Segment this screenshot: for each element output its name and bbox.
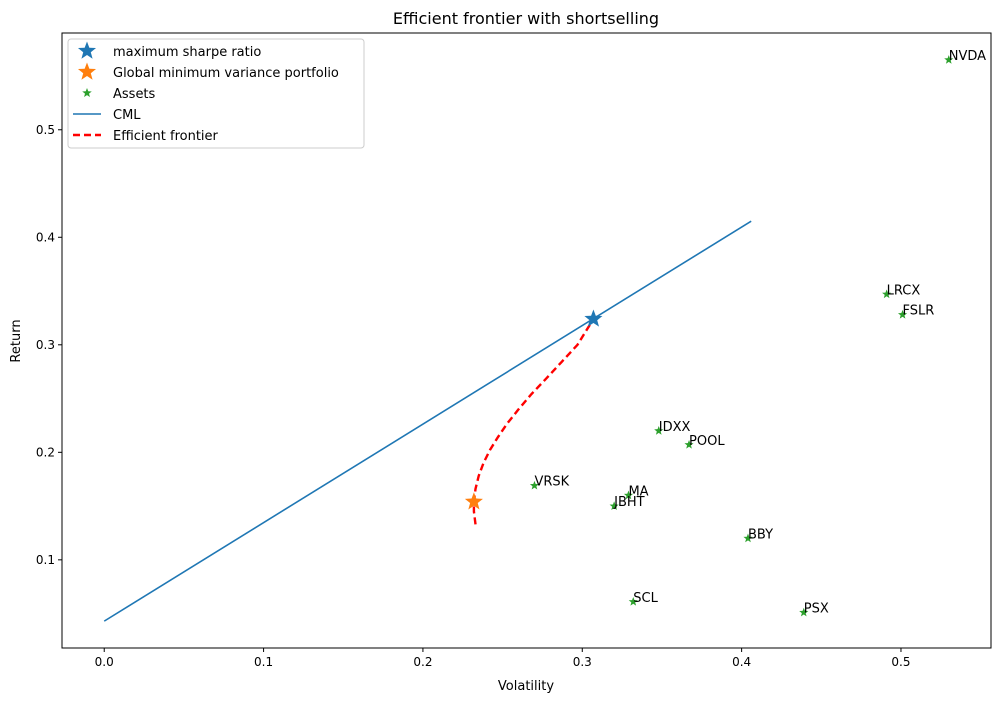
max-sharpe-star-marker: [584, 309, 603, 327]
asset-label-nvda: NVDA: [949, 49, 986, 64]
y-tick-label: 0.3: [36, 338, 55, 352]
gmv-star-marker: [464, 492, 483, 510]
asset-point-ma: [623, 490, 634, 500]
x-tick-label: 0.5: [891, 655, 910, 669]
asset-label-fslr: FSLR: [903, 304, 935, 319]
x-axis-label: Volatility: [498, 679, 554, 694]
asset-label-psx: PSX: [804, 602, 829, 617]
asset-label-scl: SCL: [633, 591, 658, 606]
asset-point-scl: [628, 596, 638, 606]
legend-frontier-label: Efficient frontier: [113, 129, 219, 144]
x-tick-label: 0.2: [413, 655, 432, 669]
legend-box: [67, 38, 365, 149]
y-tick-label: 0.4: [36, 230, 55, 244]
asset-point-pool: [684, 439, 694, 449]
x-tick-label: 0.1: [254, 655, 273, 669]
y-axis-label: Return: [9, 319, 24, 362]
legend-max-sharpe-label: maximum sharpe ratio: [113, 45, 261, 60]
y-tick-label: 0.2: [36, 445, 55, 459]
asset-point-jbht: [609, 501, 619, 510]
y-tick-label: 0.1: [36, 553, 55, 567]
x-tick-label: 0.3: [573, 655, 592, 669]
asset-label-idxx: IDXX: [659, 420, 691, 435]
efficient-frontier-line: [472, 318, 595, 525]
asset-point-fslr: [898, 309, 908, 319]
asset-label-ma: MA: [628, 484, 648, 499]
asset-label-vrsk: VRSK: [534, 475, 569, 490]
plot-frame: [61, 32, 992, 649]
x-axis: 0.0 0.1 0.2 0.3 0.4 0.5: [95, 648, 911, 669]
asset-point-bby: [743, 533, 753, 543]
legend-gmv-label: Global minimum variance portfolio: [113, 66, 339, 81]
asset-label-jbht: JBHT: [613, 495, 645, 510]
asset-point-psx: [799, 607, 809, 617]
legend-assets-label: Assets: [113, 87, 156, 102]
asset-point-lrcx: [882, 289, 892, 299]
legend-assets-star-icon: [82, 88, 92, 98]
cml-line: [103, 220, 752, 622]
legend-max-sharpe-star-icon: [77, 41, 97, 59]
asset-label-bby: BBY: [748, 527, 773, 542]
legend: maximum sharpe ratio Global minimum vari…: [67, 38, 365, 149]
asset-point-idxx: [654, 426, 664, 435]
x-tick-label: 0.0: [95, 655, 114, 669]
asset-point-nvda: [944, 55, 954, 64]
x-tick-label: 0.4: [732, 655, 751, 669]
chart-title: Efficient frontier with shortselling: [393, 9, 659, 28]
asset-point-vrsk: [529, 480, 540, 490]
asset-label-lrcx: LRCX: [887, 283, 921, 298]
asset-label-pool: POOL: [689, 434, 725, 449]
legend-gmv-star-icon: [77, 62, 97, 80]
asset-points: [529, 55, 954, 617]
y-axis: 0.1 0.2 0.3 0.4 0.5: [36, 123, 62, 567]
legend-cml-label: CML: [113, 108, 141, 123]
y-tick-label: 0.5: [36, 123, 55, 137]
